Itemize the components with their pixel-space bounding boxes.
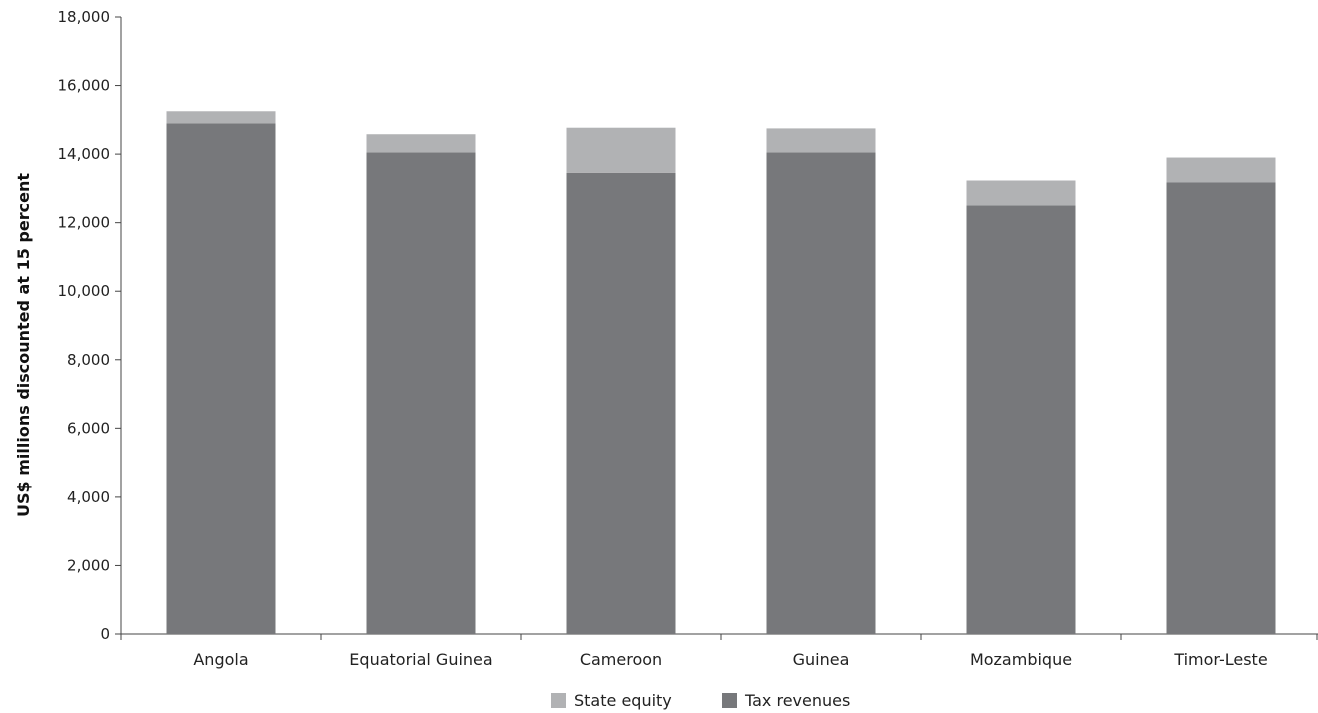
x-category-label: Equatorial Guinea	[349, 650, 492, 669]
y-axis-title: US$ millions discounted at 15 percent	[14, 173, 33, 517]
legend-swatch	[722, 693, 737, 708]
bar-segment-state-equity	[966, 180, 1076, 206]
y-tick-label: 10,000	[58, 282, 111, 300]
y-tick-label: 6,000	[67, 419, 110, 437]
y-tick-label: 12,000	[58, 214, 111, 232]
bar-segment-tax-revenues	[366, 152, 476, 634]
y-tick-label: 18,000	[58, 8, 111, 26]
x-category-label: Mozambique	[970, 650, 1072, 669]
x-category-label: Angola	[193, 650, 248, 669]
x-category-label: Guinea	[793, 650, 850, 669]
bar-segment-state-equity	[1166, 157, 1276, 183]
y-tick-label: 0	[100, 625, 110, 643]
y-tick-label: 8,000	[67, 351, 110, 369]
y-tick-label: 4,000	[67, 488, 110, 506]
y-axis: 0 2,000 4,000 6,000 8,000 10,000 12,000 14,000 1…	[58, 8, 122, 643]
y-tick-label: 16,000	[58, 77, 111, 95]
legend: State equity Tax revenues	[551, 691, 850, 710]
legend-swatch	[551, 693, 566, 708]
bar-segment-tax-revenues	[1166, 182, 1276, 635]
bar-segment-tax-revenues	[966, 205, 1076, 634]
bar-segment-tax-revenues	[166, 123, 276, 634]
y-tick-label: 2,000	[67, 556, 110, 574]
bar-segment-tax-revenues	[766, 152, 876, 634]
bar-segment-state-equity	[566, 127, 676, 173]
y-tick-label: 14,000	[58, 145, 111, 163]
legend-label: Tax revenues	[744, 691, 850, 710]
bar-segment-tax-revenues	[566, 172, 676, 635]
x-category-label: Timor-Leste	[1173, 650, 1267, 669]
bar-segment-state-equity	[366, 134, 476, 153]
x-axis: Angola Equatorial Guinea Cameroon Guinea Moz…	[120, 633, 1318, 669]
x-category-label: Cameroon	[580, 650, 662, 669]
bars	[166, 111, 1276, 635]
bar-segment-state-equity	[766, 128, 876, 153]
bar-segment-state-equity	[166, 111, 276, 124]
legend-label: State equity	[574, 691, 672, 710]
